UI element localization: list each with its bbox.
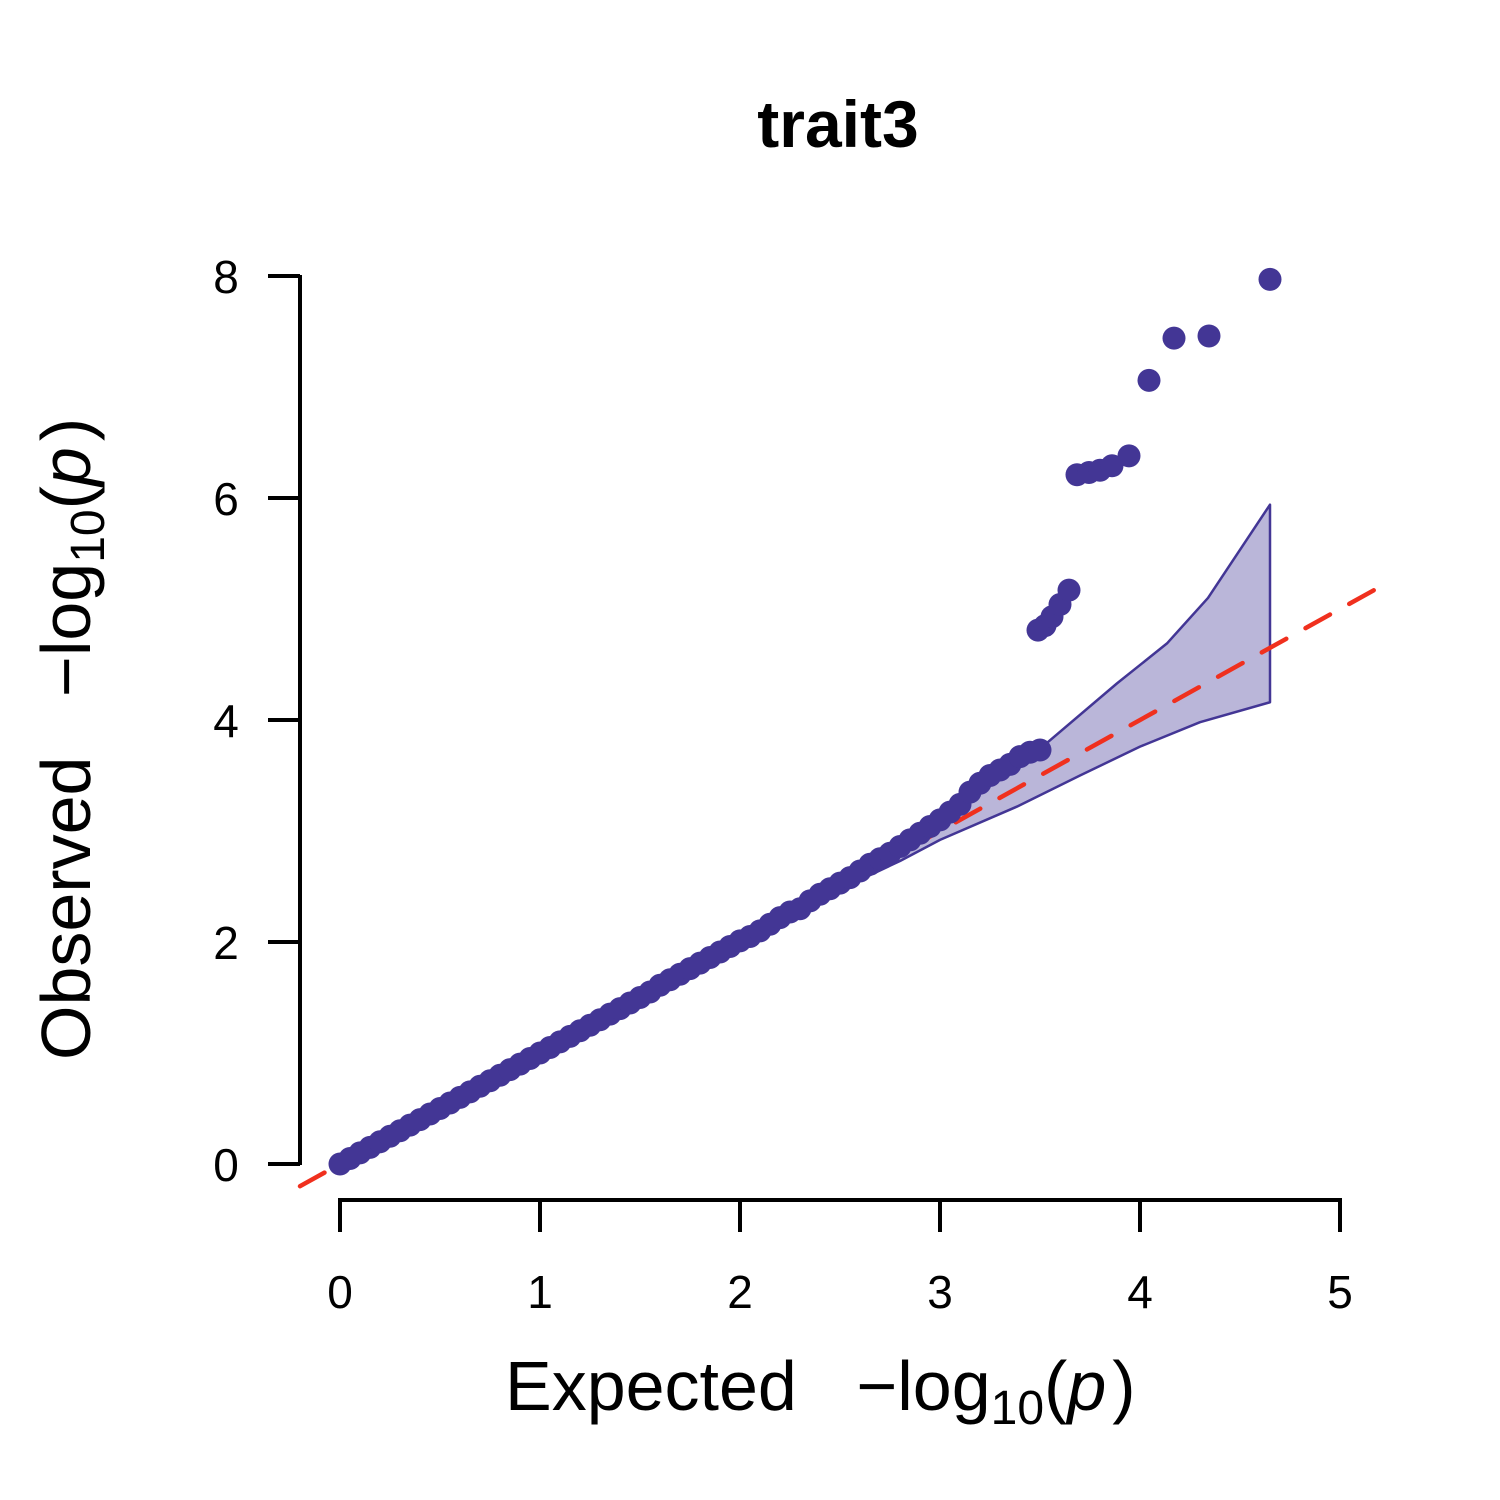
y-tick-label: 0 (213, 1139, 239, 1191)
data-point (1100, 454, 1124, 478)
x-tick-label: 1 (527, 1266, 553, 1318)
x-axis-label: Expected −log10(p) (505, 1347, 1136, 1435)
x-tick-label: 3 (927, 1266, 953, 1318)
data-point (1258, 267, 1282, 291)
data-point (1028, 738, 1052, 762)
chart-title: trait3 (757, 87, 918, 161)
points-layer (328, 267, 1282, 1176)
x-axis-label-text: Expected (505, 1347, 797, 1425)
x-tick-label: 0 (327, 1266, 353, 1318)
data-point (1197, 324, 1221, 348)
x-axis-ticks: 0 1 2 3 4 5 (327, 1200, 1353, 1318)
y-axis-ticks: 0 2 4 6 8 (213, 251, 300, 1191)
y-tick-label: 4 (213, 695, 239, 747)
y-axis-label: Observed −log10(p) (27, 418, 115, 1060)
y-tick-label: 6 (213, 473, 239, 525)
x-tick-label: 2 (727, 1266, 753, 1318)
y-axis-label-text: Observed (27, 757, 105, 1060)
data-point (1117, 444, 1141, 468)
data-point (1057, 578, 1081, 602)
x-tick-label: 4 (1127, 1266, 1153, 1318)
y-tick-label: 2 (213, 917, 239, 969)
x-tick-label: 5 (1327, 1266, 1353, 1318)
y-tick-label: 8 (213, 251, 239, 303)
data-point (1162, 326, 1186, 350)
data-point (1137, 368, 1161, 392)
